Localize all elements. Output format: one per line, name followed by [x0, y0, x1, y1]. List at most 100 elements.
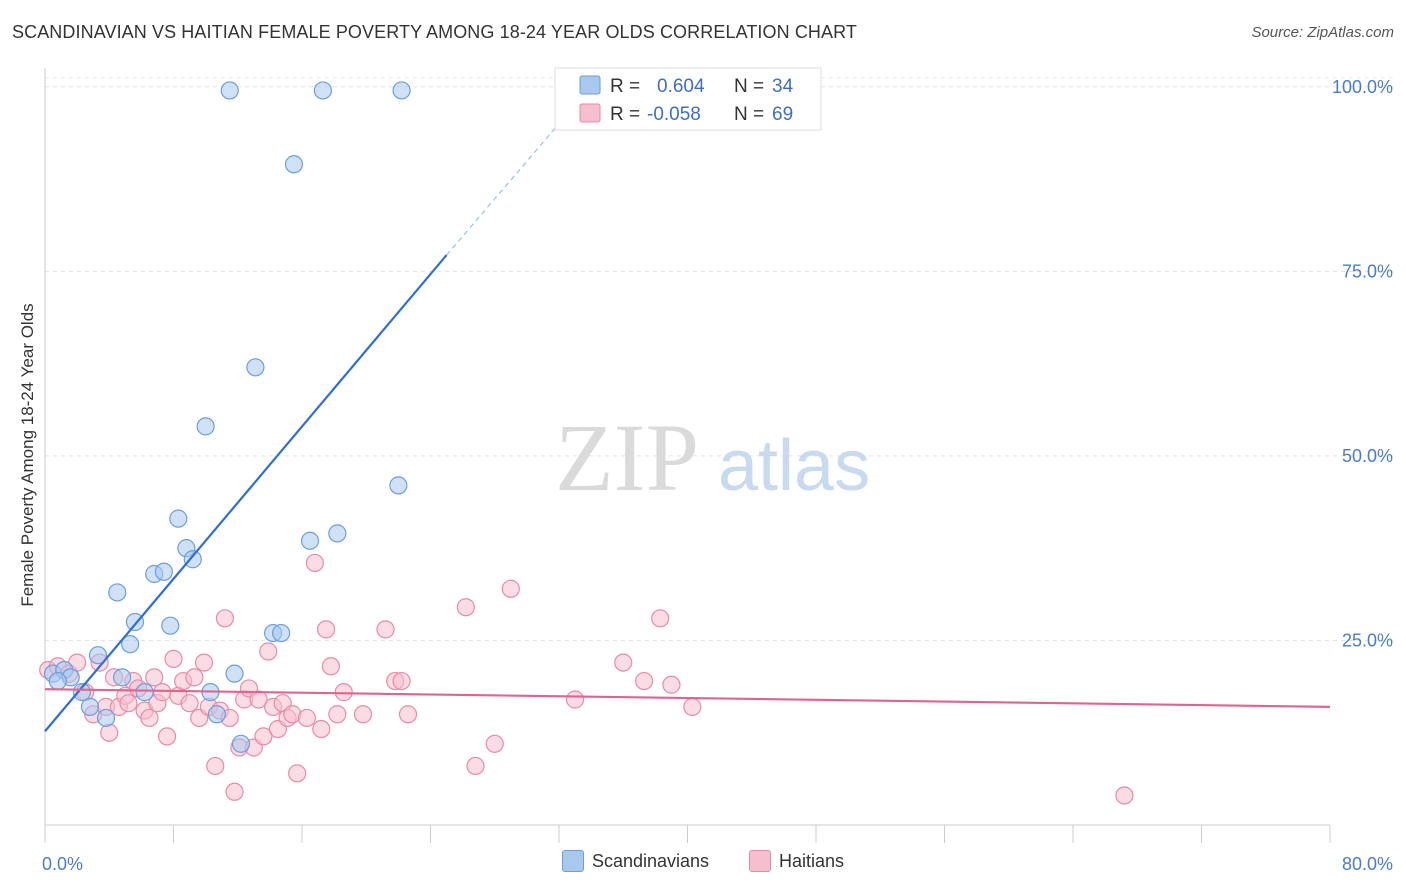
data-point — [140, 708, 159, 728]
data-point — [456, 598, 475, 617]
x-tick-labels: 0.0% 80.0% — [42, 854, 1393, 874]
data-point — [651, 609, 670, 628]
data-point — [153, 683, 172, 702]
watermark-atlas: atlas — [718, 426, 870, 506]
data-point — [614, 653, 633, 672]
data-point — [300, 531, 320, 550]
y-tick-label: 75.0% — [1342, 261, 1393, 281]
trend-line-haitians — [44, 688, 1331, 708]
y-tick-label: 25.0% — [1342, 630, 1393, 650]
data-point — [194, 653, 214, 672]
data-point — [272, 623, 291, 643]
data-point — [312, 719, 331, 739]
data-point — [392, 671, 411, 691]
data-point — [157, 727, 177, 746]
data-point — [321, 657, 341, 676]
data-point — [88, 646, 108, 665]
data-point — [225, 664, 244, 683]
y-tick-label: 100.0% — [1332, 77, 1393, 97]
legend-swatch-blue — [561, 850, 584, 872]
trend-line-extension — [446, 123, 560, 256]
legend-r-label-2: R = — [610, 104, 640, 125]
data-point — [185, 668, 204, 687]
trend-lines — [44, 123, 1331, 732]
data-point — [259, 642, 278, 661]
data-point — [313, 81, 332, 100]
data-point — [207, 705, 226, 724]
data-point — [565, 690, 585, 709]
legend-swatch-scandinavians — [579, 75, 601, 95]
legend-r-label-1: R = — [610, 76, 640, 97]
data-point — [196, 417, 215, 436]
data-point — [501, 579, 520, 598]
y-tick-label: 50.0% — [1342, 446, 1393, 466]
data-point — [297, 708, 316, 728]
x-tick-label: 0.0% — [42, 854, 83, 874]
data-point — [112, 668, 132, 687]
legend-r-value-1: 0.604 — [657, 76, 705, 97]
legend-n-value-1: 34 — [772, 76, 794, 97]
data-point — [119, 694, 138, 713]
data-point — [246, 358, 265, 377]
legend-swatch-pink — [749, 850, 772, 872]
data-point — [635, 671, 654, 691]
legend-item-scandinavians[interactable]: Scandinavians — [561, 850, 710, 872]
watermark: ZIP atlas — [555, 404, 870, 511]
legend-r-value-2: -0.058 — [647, 104, 701, 125]
data-point — [135, 683, 154, 702]
data-point — [183, 550, 202, 569]
data-point — [48, 671, 67, 691]
data-point — [161, 616, 180, 635]
data-point — [215, 609, 234, 628]
scandinavians-points — [43, 81, 411, 753]
data-point — [96, 708, 116, 728]
legend-n-label-1: N = — [734, 76, 764, 97]
data-point — [169, 509, 188, 528]
axes — [44, 68, 1331, 843]
chart-title: SCANDINAVIAN VS HAITIAN FEMALE POVERTY A… — [12, 22, 858, 42]
legend-swatch-haitians — [579, 103, 601, 123]
legend-label-scandinavians: Scandinavians — [591, 850, 710, 871]
data-point — [485, 734, 504, 753]
data-point — [125, 612, 145, 632]
correlation-legend: R = 0.604 N = 34 R = -0.058 N = 69 — [554, 67, 822, 131]
data-point — [284, 155, 304, 174]
data-point — [225, 782, 244, 801]
data-point — [305, 553, 324, 573]
data-point — [662, 675, 681, 694]
data-point — [180, 694, 199, 713]
grid-lines — [45, 77, 1395, 641]
legend-label-haitians: Haitians — [779, 850, 845, 871]
data-point — [254, 727, 273, 746]
data-point — [100, 723, 119, 742]
data-point — [466, 756, 485, 776]
data-point — [145, 668, 164, 687]
data-point — [683, 697, 702, 716]
legend-n-value-2: 69 — [772, 104, 793, 125]
trend-line-scandinavians — [44, 254, 448, 732]
data-point — [121, 635, 140, 654]
legend-item-haitians[interactable]: Haitians — [749, 850, 844, 872]
data-point — [328, 524, 347, 543]
source-label: Source: ZipAtlas.com — [1251, 24, 1394, 41]
data-point — [398, 705, 418, 724]
data-point — [328, 705, 347, 724]
x-tick-label: 80.0% — [1342, 854, 1393, 874]
haitians-points — [39, 553, 1134, 805]
data-point — [154, 562, 173, 581]
data-point — [108, 583, 127, 602]
data-point — [164, 649, 183, 668]
legend-n-label-2: N = — [734, 104, 764, 125]
data-point — [392, 81, 411, 100]
data-point — [389, 476, 408, 495]
data-point — [249, 690, 268, 709]
data-point — [376, 620, 395, 639]
data-point — [206, 756, 225, 776]
data-point — [231, 734, 251, 753]
series-legend: Scandinavians Haitians — [0, 850, 1406, 872]
data-point — [72, 683, 92, 702]
data-point — [220, 81, 239, 100]
data-point — [80, 697, 100, 716]
data-point — [1115, 786, 1134, 805]
